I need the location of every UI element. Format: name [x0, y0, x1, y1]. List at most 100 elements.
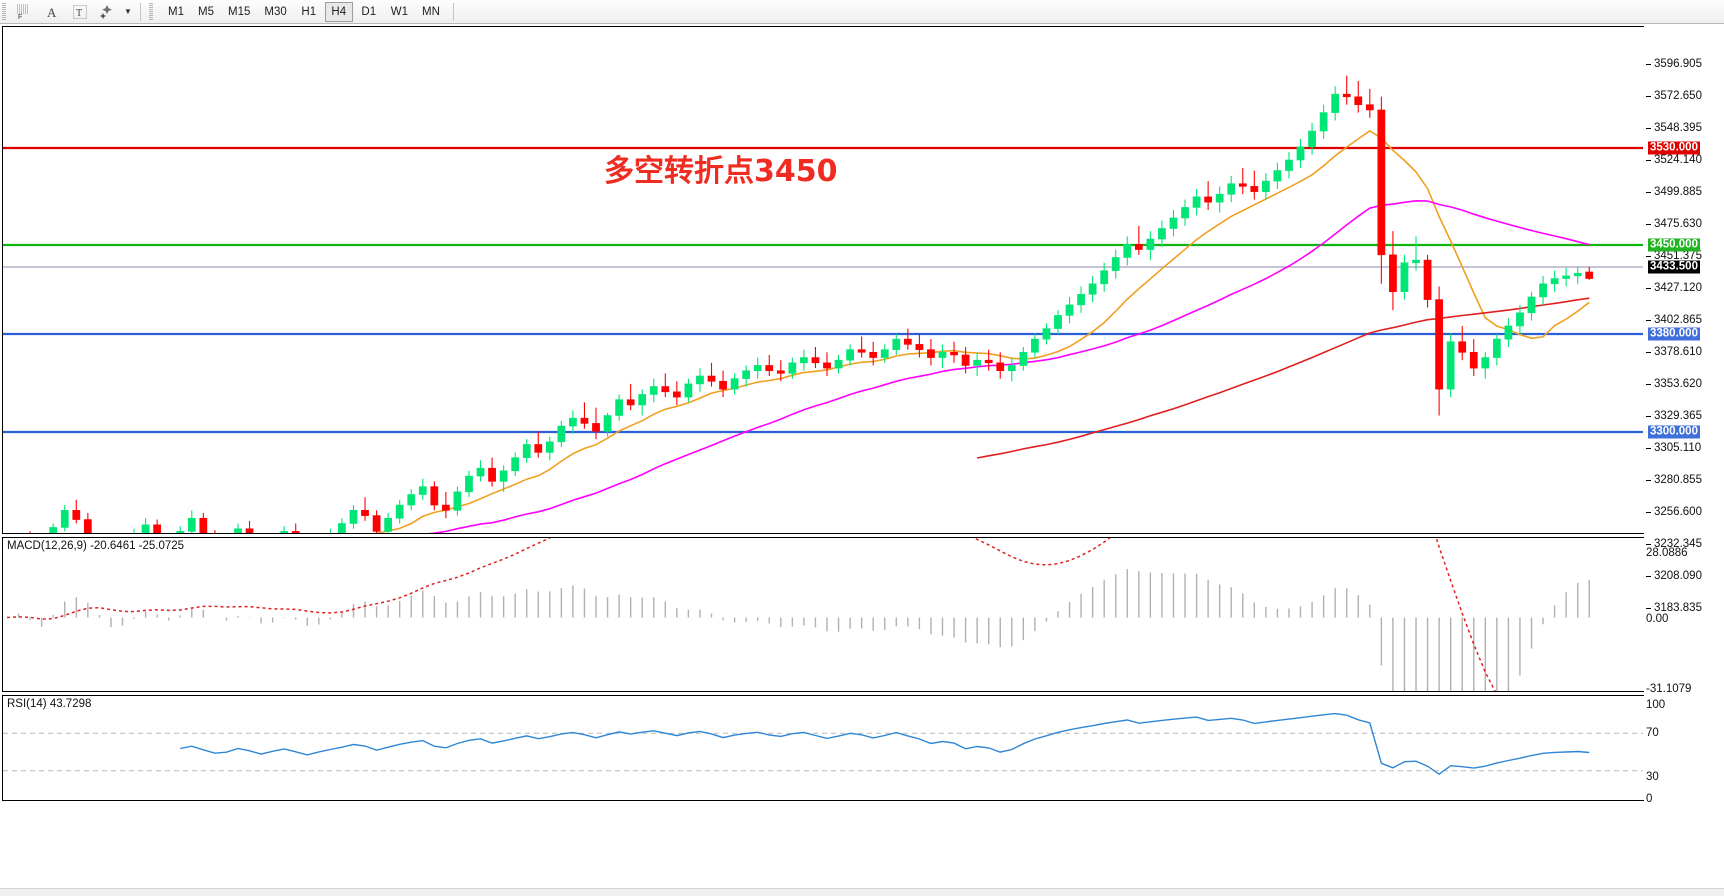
timeframe-m15[interactable]: M15 [228, 5, 251, 18]
price-pane[interactable]: 多空转折点3450 [2, 26, 1644, 534]
macd-canvas [6, 538, 1590, 691]
price-scale[interactable]: 3596.905 3572.650 3548.395 3524.140 3499.885… [1646, 26, 1724, 614]
timeframe-mn[interactable]: MN [422, 5, 440, 18]
timeframe-h4[interactable]: H4 [324, 1, 353, 22]
toolbar-separator [140, 2, 141, 21]
text-label-icon[interactable]: A [39, 1, 65, 23]
candle-body [418, 486, 427, 495]
candle-body [395, 504, 404, 519]
level-label-3450[interactable]: 3450.000 [1648, 238, 1700, 252]
rsi-pane[interactable]: RSI(14) 43.7298 [2, 695, 1644, 801]
candle-body [569, 417, 577, 427]
candle-body [857, 349, 866, 353]
price-tick: 3402.865 [1646, 314, 1702, 326]
candle-body [1285, 159, 1293, 171]
candle-body [234, 528, 242, 533]
timeframe-m1[interactable]: M1 [168, 5, 184, 18]
candle-body [1469, 351, 1478, 369]
timeframe-d1[interactable]: D1 [361, 5, 377, 18]
candle-body [476, 467, 485, 477]
candle-body [1007, 365, 1016, 372]
candle-body [1458, 341, 1467, 353]
macd-tick: -31.1079 [1646, 682, 1692, 695]
svg-text:T: T [76, 8, 82, 19]
svg-text:A: A [47, 5, 57, 20]
current-price-label[interactable]: 3433.500 [1648, 260, 1700, 274]
timeframe-w1[interactable]: W1 [390, 5, 408, 18]
price-tick: 3548.395 [1646, 122, 1702, 134]
candle-body [1342, 93, 1351, 98]
candle-body [1169, 217, 1178, 229]
timeframe-m30[interactable]: M30 [264, 5, 287, 18]
candle-body [1123, 244, 1132, 258]
candle-body [511, 457, 520, 472]
timeframe-grip[interactable] [149, 2, 153, 21]
objects-dropdown-icon[interactable]: ▼ [124, 7, 132, 16]
candle-body [1261, 180, 1270, 192]
macd-tick: 0.00 [1646, 612, 1669, 625]
rsi-plot-area[interactable] [3, 696, 1644, 800]
candle-body [441, 504, 450, 511]
price-tick: 3427.120 [1646, 282, 1702, 294]
candle-body [811, 357, 820, 364]
price-tick: 3280.855 [1646, 474, 1702, 486]
objects-icon[interactable] [95, 1, 121, 23]
candle-body [1423, 259, 1432, 300]
toolbar-separator-2 [452, 2, 454, 21]
candle-body [384, 517, 393, 532]
level-label-3530[interactable]: 3530.000 [1648, 141, 1700, 155]
candle-body [800, 357, 808, 364]
candle-body [1204, 196, 1213, 203]
horizontal-scrollbar[interactable] [0, 888, 1724, 896]
price-plot-area[interactable] [3, 27, 1644, 533]
candle-body [1527, 296, 1536, 314]
macd-pane[interactable]: MACD(12,26,9) -20.6461 -25.0725 [2, 537, 1644, 692]
price-tick: 3499.885 [1646, 186, 1702, 198]
candle-body [1077, 294, 1085, 306]
price-canvas [3, 75, 1643, 533]
candle-body [753, 365, 762, 372]
candle-body [788, 362, 797, 374]
macd-signal-line [6, 538, 1496, 691]
price-tick: 3329.365 [1646, 410, 1702, 422]
candle-series [29, 75, 1594, 533]
price-tick: 3208.090 [1646, 570, 1702, 582]
text-box-icon[interactable]: T [67, 1, 93, 23]
level-label-3380[interactable]: 3380.000 [1648, 327, 1700, 341]
candle-body [1319, 112, 1328, 132]
candle-body [961, 354, 970, 366]
price-tick: 3475.630 [1646, 218, 1702, 230]
level-label-3300[interactable]: 3300.000 [1648, 425, 1700, 439]
candle-body [141, 524, 150, 533]
candle-body [696, 375, 704, 385]
candle-body [996, 362, 1005, 372]
toolbar-grip[interactable] [2, 2, 6, 21]
price-tick: 3378.610 [1646, 346, 1702, 358]
rsi-tick: 30 [1646, 770, 1659, 783]
candle-body [603, 415, 612, 432]
candle-body [1585, 271, 1594, 279]
crosshair-f-icon[interactable]: F [11, 1, 37, 23]
candle-body [1088, 283, 1097, 295]
candle-body [349, 510, 358, 524]
candle-body [973, 359, 982, 366]
candle-body [1192, 196, 1201, 208]
timeframe-group: M1 M5 M15 M30 H1 H4 D1 W1 MN [161, 1, 447, 22]
candle-body [1250, 186, 1259, 192]
candle-body [1019, 351, 1028, 366]
candle-body [846, 349, 854, 361]
candle-body [1100, 270, 1109, 285]
chart-toolbar: F A T ▼ M1 M5 M15 M30 [0, 0, 1724, 24]
candle-body [661, 386, 670, 393]
candle-body [915, 344, 924, 350]
chart-annotation-text: 多空转折点3450 [604, 154, 838, 189]
timeframe-m5[interactable]: M5 [198, 5, 214, 18]
macd-plot-area[interactable] [3, 538, 1644, 691]
candle-body [1573, 272, 1582, 277]
candle-body [765, 365, 774, 372]
candle-body [707, 375, 716, 382]
candle-body [1181, 207, 1189, 219]
timeframe-h1[interactable]: H1 [301, 5, 317, 18]
candle-body [1400, 262, 1409, 293]
candle-body [1446, 341, 1455, 390]
